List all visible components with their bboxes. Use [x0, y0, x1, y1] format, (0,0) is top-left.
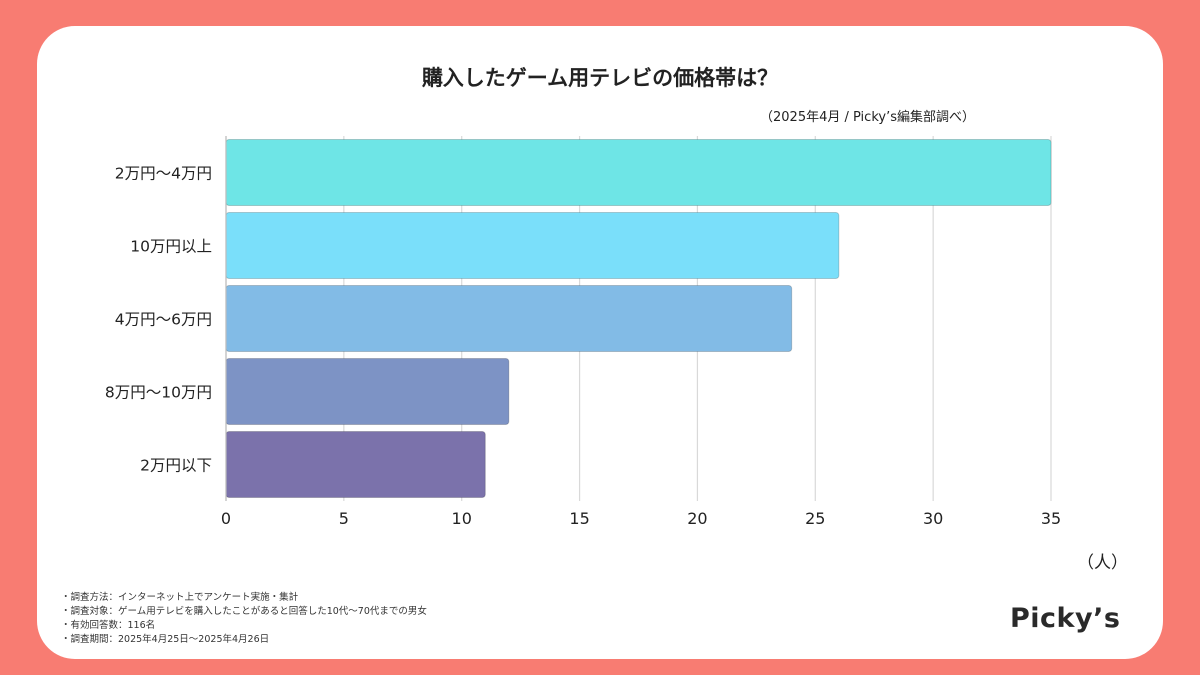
category-label-4: 2万円以下 [140, 457, 212, 475]
unit-label: （人） [1077, 553, 1128, 573]
chart-source: （2025年4月 / Picky’s編集部調べ） [760, 110, 975, 125]
category-label-3: 8万円〜10万円 [105, 384, 212, 402]
bar-3 [225, 357, 510, 426]
survey-notes: ・調査方法：インターネット上でアンケート実施・集計 ・調査対象：ゲーム用テレビを… [61, 591, 427, 647]
x-tick-label-0: 0 [221, 509, 231, 528]
category-label-2: 4万円〜6万円 [115, 311, 212, 329]
x-tick-label-5: 5 [339, 509, 349, 528]
bar-1 [225, 211, 840, 280]
chart-title: 購入したゲーム用テレビの価格帯は？ [421, 66, 779, 90]
note-target: ・調査対象：ゲーム用テレビを購入したことがあると回答した10代〜70代までの男女 [61, 606, 427, 617]
bar-0 [225, 138, 1052, 207]
note-period: ・調査期間：2025年4月25日〜2025年4月26日 [61, 634, 270, 645]
x-tick-label-10: 10 [452, 509, 472, 528]
pickys-logo: Picky’s [1010, 603, 1121, 634]
x-tick-label-15: 15 [569, 509, 589, 528]
x-tick-label-25: 25 [805, 509, 825, 528]
note-method: ・調査方法：インターネット上でアンケート実施・集計 [61, 592, 299, 603]
x-tick-label-30: 30 [923, 509, 943, 528]
x-tick-label-35: 35 [1041, 509, 1061, 528]
category-label-0: 2万円〜4万円 [115, 165, 212, 183]
bar-4 [225, 430, 486, 499]
note-responses: ・有効回答数：116名 [61, 620, 156, 631]
bar-2 [225, 284, 793, 353]
category-label-1: 10万円以上 [130, 238, 212, 256]
x-tick-label-20: 20 [687, 509, 707, 528]
